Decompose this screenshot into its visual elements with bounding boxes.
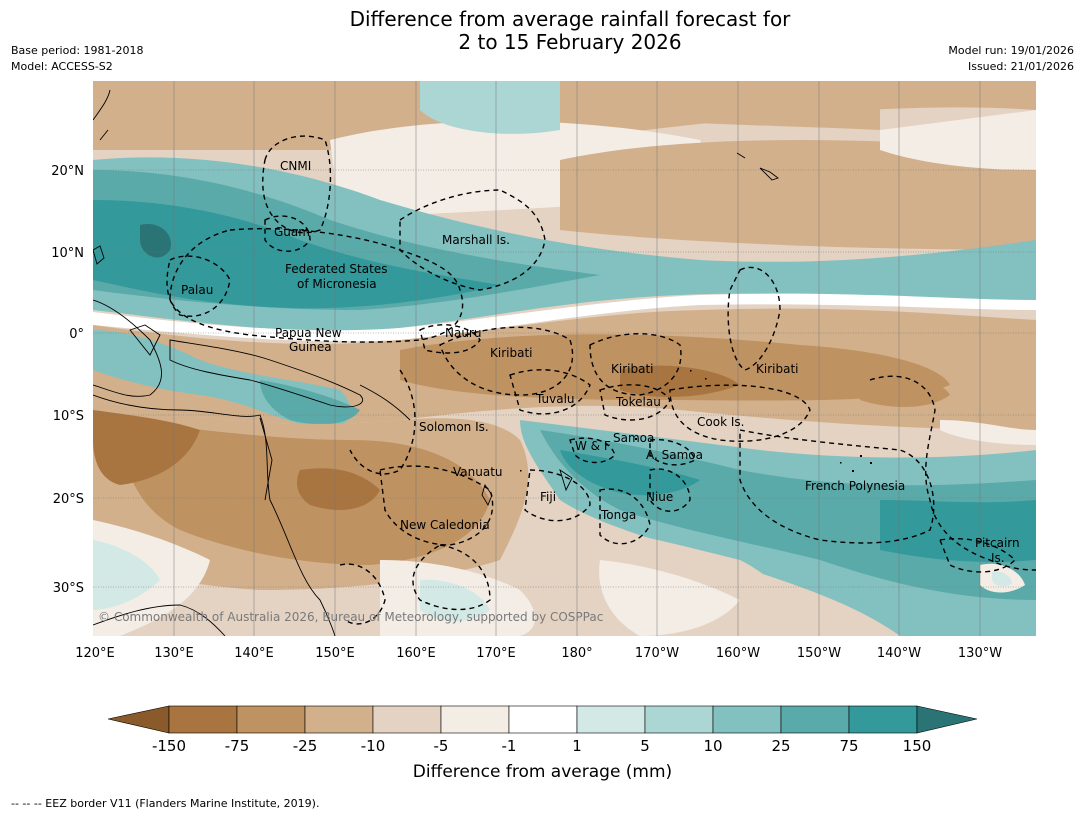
colorbar-tick-label: -75 (225, 737, 250, 755)
lon-tick: 120°E (75, 646, 115, 661)
label-guam: Guam (274, 225, 310, 239)
label-marshall: Marshall Is. (442, 233, 510, 247)
copyright-notice: © Commonwealth of Australia 2026, Bureau… (98, 610, 603, 624)
lon-axis: 120°E 130°E 140°E 150°E 160°E 170°E 180°… (75, 646, 1002, 661)
lat-tick: 0° (69, 327, 84, 342)
island-specks (520, 370, 872, 472)
title-line-2: 2 to 15 February 2026 (458, 30, 682, 54)
colorbar: -150 -75 -25 -10 -5 -1 1 5 10 25 75 150 (107, 705, 978, 755)
label-png-1: Papua New (275, 326, 342, 340)
colorbar-bin (848, 705, 918, 734)
colorbar-tick-label: -25 (293, 737, 318, 755)
chart-title: Difference from average rainfall forecas… (0, 8, 1085, 54)
lon-tick: 160°E (396, 646, 436, 661)
colorbar-tick-label: 5 (640, 737, 650, 755)
colorbar-bin (576, 705, 646, 734)
colorbar-bin (644, 705, 714, 734)
model-name: Model: ACCESS-S2 (11, 60, 113, 73)
lat-tick: 20°N (51, 164, 84, 179)
model-run: Model run: 19/01/2026 (948, 44, 1074, 57)
graticule (93, 81, 1036, 636)
label-fsm-1: Federated States (285, 262, 387, 276)
lon-tick: 140°W (877, 646, 921, 661)
colorbar-bin (304, 705, 374, 734)
label-kiribati-west: Kiribati (490, 346, 532, 360)
colorbar-tick-label: -10 (361, 737, 386, 755)
meta-left: Base period: 1981-2018 Model: ACCESS-S2 (11, 43, 143, 75)
lat-tick: 10°S (53, 409, 84, 424)
label-cnmi: CNMI (280, 159, 311, 173)
colorbar-tick-label: 10 (703, 737, 722, 755)
lat-tick: 30°S (53, 581, 84, 596)
colorbar-extend-high (916, 705, 978, 734)
meta-right: Model run: 19/01/2026 Issued: 21/01/2026 (948, 43, 1074, 75)
label-vanuatu: Vanuatu (453, 465, 503, 479)
label-kiribati-east: Kiribati (756, 362, 798, 376)
eez-borders (166, 135, 1036, 625)
colorbar-tick-label: -1 (502, 737, 517, 755)
lon-tick: 170°E (476, 646, 516, 661)
label-tuvalu: Tuvalu (535, 392, 575, 406)
colorbar-bin (440, 705, 510, 734)
colorbar-bin (712, 705, 782, 734)
lon-tick: 140°E (234, 646, 274, 661)
label-kiribati-central: Kiribati (611, 362, 653, 376)
label-palau: Palau (181, 283, 213, 297)
colorbar-extend-low (107, 705, 170, 734)
issued-date: Issued: 21/01/2026 (967, 60, 1074, 73)
colorbar-bin (236, 705, 306, 734)
lon-tick: 130°W (958, 646, 1002, 661)
label-tonga: Tonga (600, 508, 636, 522)
footnote: -- -- -- EEZ border V11 (Flanders Marine… (11, 797, 320, 810)
coastlines (93, 89, 779, 636)
title-line-1: Difference from average rainfall forecas… (349, 7, 791, 31)
colorbar-title: Difference from average (mm) (412, 762, 673, 782)
colorbar-bin (780, 705, 850, 734)
label-fsm-2: of Micronesia (297, 277, 377, 291)
label-samoa: Samoa (613, 431, 654, 445)
colorbar-tick-label: 150 (903, 737, 932, 755)
colorbar-tick-label: 1 (572, 737, 582, 755)
lat-tick: 10°N (51, 246, 84, 261)
colorbar-tick-label: 75 (839, 737, 858, 755)
label-fiji: Fiji (540, 490, 556, 504)
colorbar-tick-label: 25 (771, 737, 790, 755)
label-american-samoa: A. Samoa (646, 448, 703, 462)
lon-tick: 150°W (797, 646, 841, 661)
label-tokelau: Tokelau (615, 395, 661, 409)
colorbar-tick-label: -150 (152, 737, 186, 755)
label-new-caledonia: New Caledonia (400, 518, 490, 532)
label-pitcairn-1: Pitcairn (975, 536, 1020, 550)
label-solomon: Solomon Is. (419, 420, 489, 434)
lon-tick: 160°W (716, 646, 760, 661)
label-wallis-futuna: W & F (575, 439, 611, 453)
label-niue: Niue (646, 490, 673, 504)
region-labels: CNMI Guam Marshall Is. Federated States … (181, 159, 1020, 565)
lon-tick: 150°E (315, 646, 355, 661)
lat-axis: 20°N 10°N 0° 10°S 20°S 30°S (51, 164, 84, 596)
label-french-polynesia: French Polynesia (805, 479, 905, 493)
label-pitcairn-2: Is. (991, 551, 1005, 565)
base-period: Base period: 1981-2018 (11, 44, 144, 57)
colorbar-tick-label: -5 (434, 737, 449, 755)
lat-tick: 20°S (53, 492, 84, 507)
label-png-2: Guinea (289, 340, 332, 354)
lon-tick: 130°E (154, 646, 194, 661)
colorbar-bin (372, 705, 442, 734)
label-nauru: Nauru (445, 326, 481, 340)
colorbar-bin (168, 705, 238, 734)
rainfall-field (93, 81, 1036, 636)
lon-tick: 170°W (635, 646, 679, 661)
lon-tick: 180° (561, 646, 592, 661)
colorbar-bin (508, 705, 578, 734)
label-cook-islands: Cook Is. (697, 415, 744, 429)
